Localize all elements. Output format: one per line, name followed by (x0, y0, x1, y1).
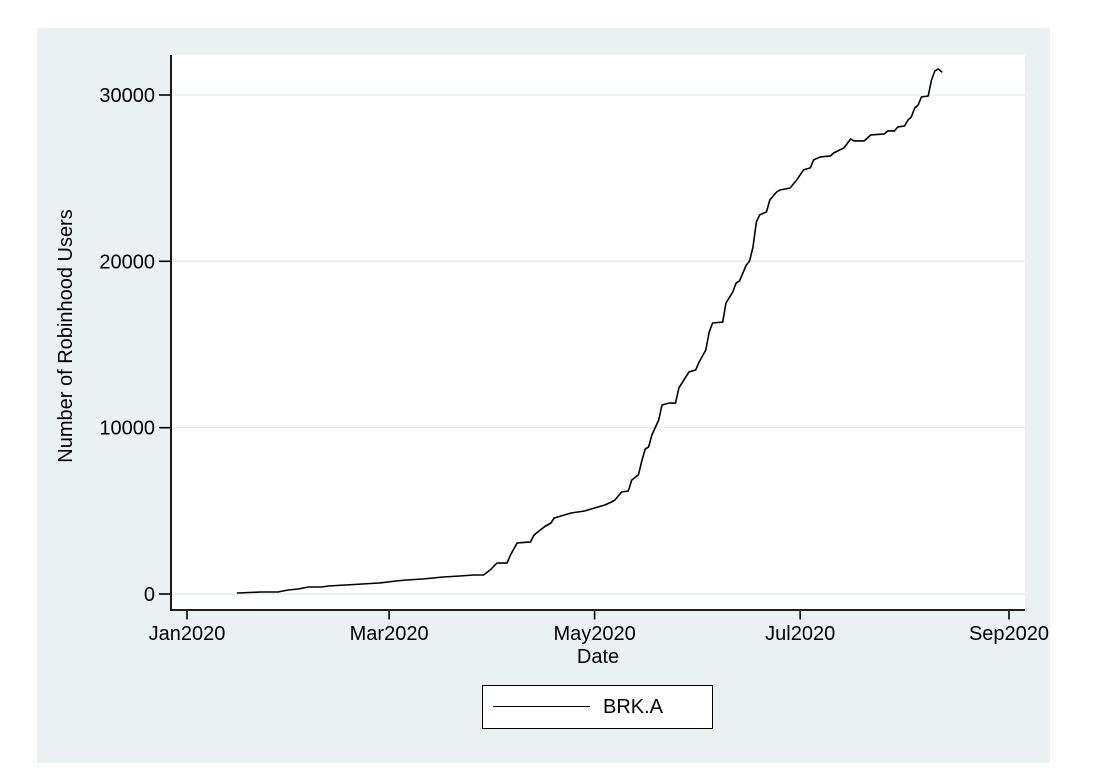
x-tick-label: Jul2020 (765, 623, 835, 645)
x-tick-label: Sep2020 (969, 623, 1049, 645)
plot-area (171, 55, 1025, 610)
legend: BRK.A (482, 685, 713, 729)
x-tick-label: Jan2020 (149, 623, 226, 645)
legend-label: BRK.A (603, 695, 664, 718)
x-tick-label: Mar2020 (350, 623, 429, 645)
y-axis-title: Number of Robinhood Users (55, 209, 77, 463)
y-tick-label: 30000 (99, 85, 155, 107)
y-tick-label: 0 (144, 584, 155, 606)
x-axis-title: Date (576, 646, 620, 668)
x-tick-label: May2020 (553, 623, 635, 645)
y-tick-label: 10000 (99, 418, 155, 440)
y-tick-label: 20000 (99, 251, 155, 273)
legend-line-sample (493, 706, 590, 707)
series-line-brk-a (236, 68, 943, 594)
